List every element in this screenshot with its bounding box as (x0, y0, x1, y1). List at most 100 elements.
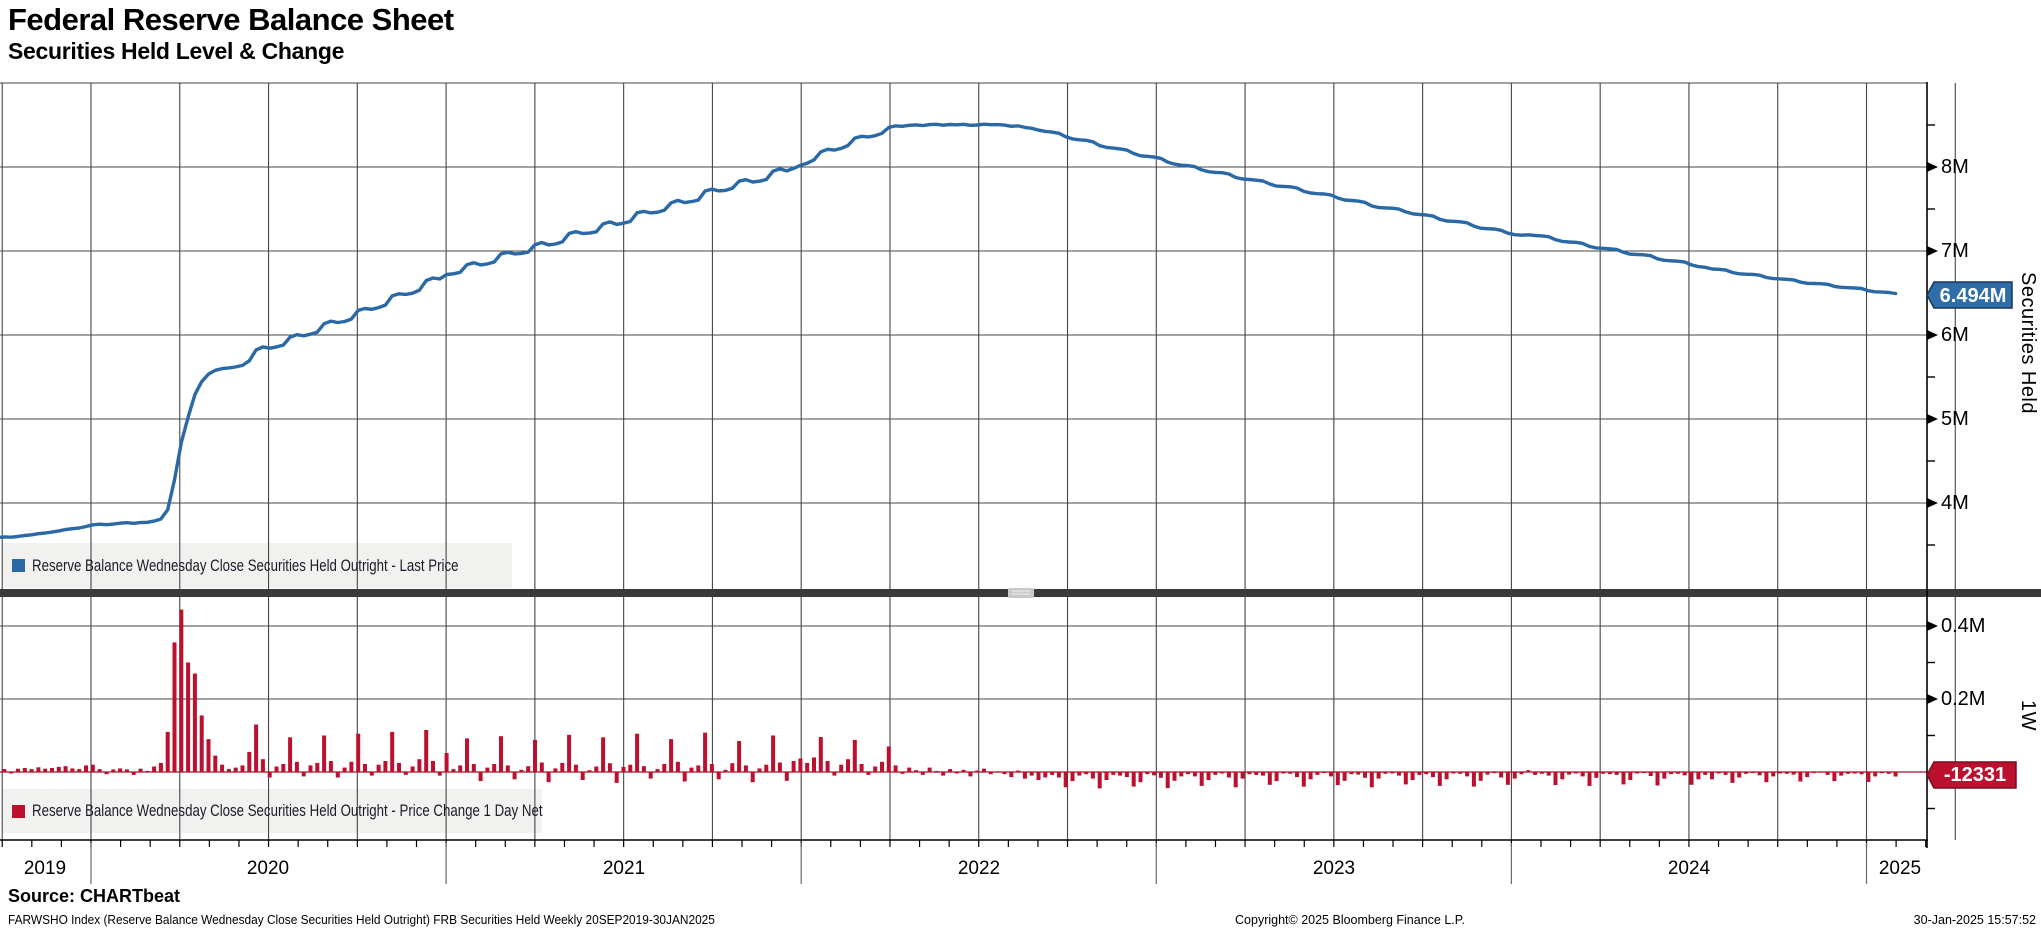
weekly-change-bar (832, 772, 837, 776)
weekly-change-bar (1635, 772, 1640, 774)
page-title: Federal Reserve Balance Sheet (8, 2, 454, 37)
weekly-change-bar (240, 765, 245, 772)
weekly-change-bar (1369, 772, 1374, 788)
weekly-change-bar (247, 751, 252, 772)
weekly-change-bar (1601, 772, 1606, 774)
weekly-change-bar (1295, 772, 1299, 778)
weekly-change-bar (1097, 772, 1102, 789)
weekly-change-bar (29, 769, 34, 772)
weekly-change-bar (43, 768, 48, 772)
weekly-change-bar (1274, 772, 1279, 782)
weekly-change-bar (1465, 772, 1470, 777)
weekly-change-bar (390, 731, 395, 772)
weekly-change-bar (1199, 772, 1204, 786)
weekly-change-bar (213, 755, 218, 772)
weekly-change-bar (1744, 772, 1748, 774)
bottom-panel-axis-title: 1W (2017, 699, 2039, 731)
weekly-change-bar (1342, 772, 1347, 781)
weekly-change-bar (70, 768, 75, 772)
weekly-change-bar (118, 768, 123, 772)
weekly-change-bar (1233, 772, 1238, 788)
weekly-change-bar (1567, 772, 1572, 775)
weekly-change-bar (1764, 772, 1769, 783)
weekly-change-bar (260, 759, 265, 772)
weekly-change-bar (1750, 772, 1755, 774)
weekly-change-bar (288, 737, 293, 772)
y-tick-arrow-icon (1927, 162, 1938, 172)
weekly-change-bar (1607, 772, 1612, 775)
weekly-change-bar (1873, 772, 1878, 777)
weekly-change-bar (961, 769, 966, 772)
weekly-change-bar (294, 761, 299, 772)
weekly-change-bar (499, 736, 503, 772)
weekly-change-bar (1499, 772, 1504, 778)
weekly-change-bar (152, 766, 157, 772)
weekly-change-bar (1846, 772, 1850, 774)
last-change-badge: -12331 (1943, 764, 2007, 786)
top-panel-axis-title: Securities Held (2017, 272, 2039, 415)
weekly-change-bar (1458, 772, 1463, 774)
weekly-change-bar (1825, 772, 1830, 775)
weekly-change-bar (1329, 772, 1333, 777)
weekly-change-bar (1267, 772, 1272, 785)
weekly-change-bar (1444, 772, 1449, 780)
weekly-change-bar (1363, 772, 1367, 778)
weekly-change-bar (451, 769, 456, 772)
weekly-change-bar (900, 772, 905, 774)
weekly-change-bar (1172, 772, 1177, 781)
weekly-change-bar (1288, 772, 1293, 774)
weekly-change-bar (852, 739, 857, 772)
weekly-change-bar (716, 772, 721, 780)
weekly-change-bar (723, 769, 728, 772)
x-axis-year-label: 2024 (1667, 858, 1711, 879)
weekly-change-bar (376, 764, 381, 772)
weekly-change-bar (254, 724, 259, 772)
weekly-change-bar (1437, 772, 1442, 786)
weekly-change-bar (410, 766, 415, 772)
legend-top-panel (2, 543, 512, 588)
weekly-change-bar (519, 769, 524, 772)
weekly-change-bar (975, 770, 980, 772)
weekly-change-bar (1594, 772, 1599, 778)
weekly-change-bar (349, 761, 354, 772)
weekly-change-bar (77, 769, 82, 772)
weekly-change-bar (587, 770, 592, 772)
weekly-change-bar (505, 765, 510, 772)
weekly-change-bar (1063, 772, 1068, 788)
weekly-change-bar (771, 735, 776, 772)
weekly-change-bar (553, 768, 558, 772)
weekly-change-bar (342, 767, 347, 772)
weekly-change-bar (1730, 772, 1735, 783)
weekly-change-bar (512, 772, 517, 780)
weekly-change-bar (920, 772, 925, 775)
weekly-change-bar (1628, 772, 1633, 780)
weekly-change-bar (1118, 772, 1123, 776)
weekly-change-bar (594, 766, 599, 772)
weekly-change-bar (233, 767, 238, 772)
weekly-change-bar (104, 772, 109, 775)
legend-label-last-price: Reserve Balance Wednesday Close Securiti… (32, 555, 459, 575)
weekly-change-bar (274, 766, 279, 772)
weekly-change-bar (1648, 772, 1653, 776)
weekly-change-bar (431, 761, 435, 772)
weekly-change-bar (1036, 772, 1041, 780)
weekly-change-bar (478, 772, 483, 782)
weekly-change-bar (1016, 770, 1021, 772)
weekly-change-bar (1376, 772, 1381, 779)
weekly-change-bar (179, 609, 184, 772)
weekly-change-bar (281, 764, 286, 772)
weekly-change-bar (669, 739, 674, 772)
weekly-change-bar (356, 733, 361, 772)
weekly-change-bar (805, 762, 810, 772)
weekly-change-bar (1662, 772, 1667, 779)
weekly-change-bar (1077, 772, 1082, 776)
weekly-change-bar (1022, 772, 1027, 779)
weekly-change-bar (1301, 772, 1306, 787)
weekly-change-bar (1124, 772, 1129, 778)
weekly-change-bar (465, 738, 469, 772)
weekly-change-bar (1138, 772, 1143, 783)
y-tick-arrow-icon (1927, 694, 1938, 704)
weekly-change-bar (383, 761, 388, 772)
weekly-change-bar (424, 730, 429, 772)
weekly-change-bar (1254, 772, 1259, 775)
